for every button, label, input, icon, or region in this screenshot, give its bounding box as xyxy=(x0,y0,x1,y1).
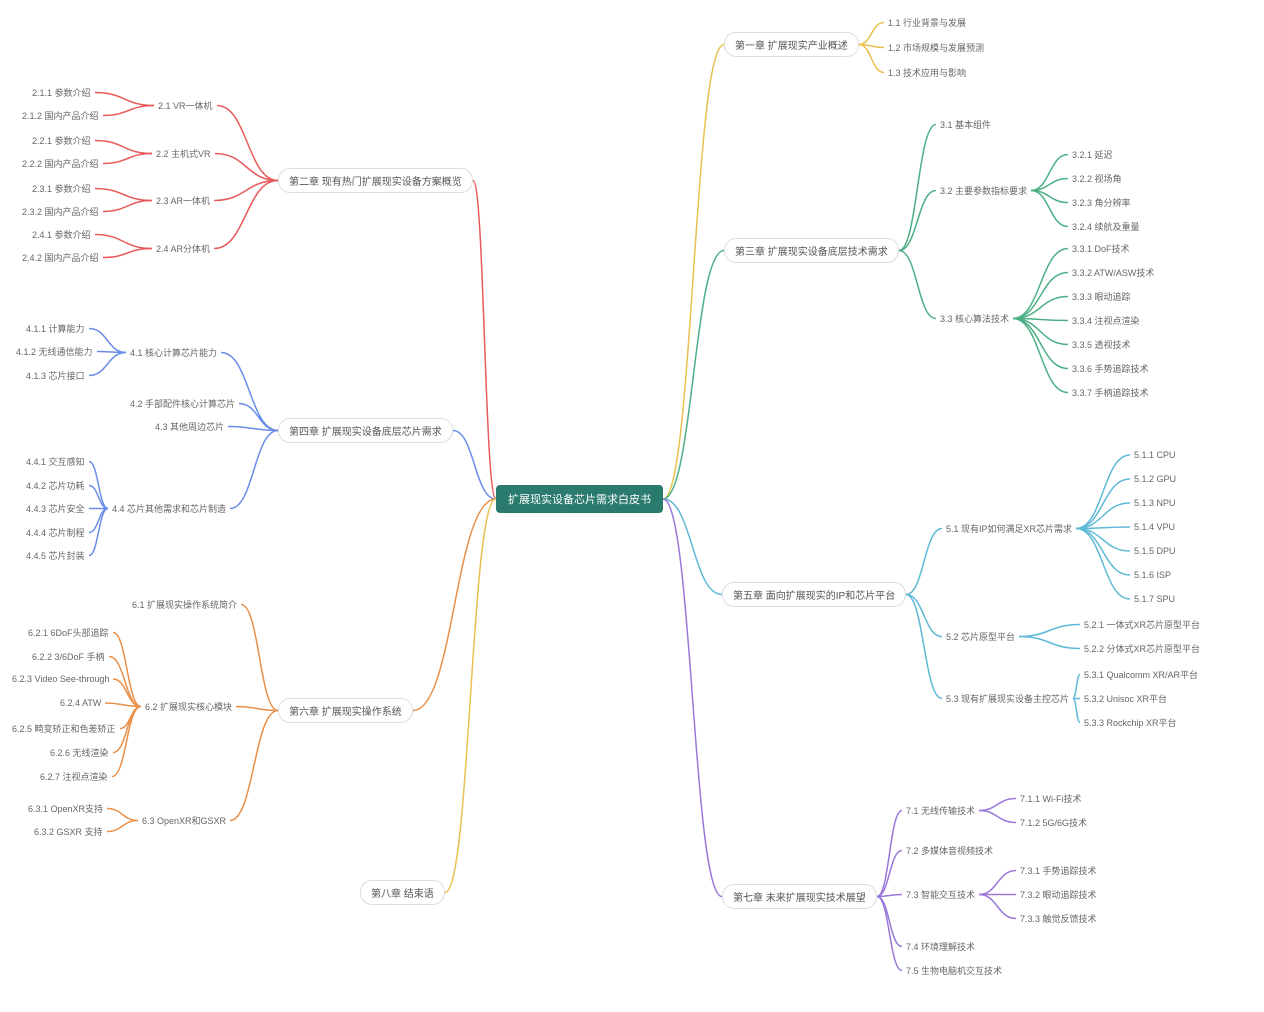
sub-node: 6.3 OpenXR和GSXR xyxy=(138,812,230,829)
sub-node: 1.1 行业背景与发展 xyxy=(884,14,970,31)
leaf-node: 2.4.2 国内产品介绍 xyxy=(18,249,103,266)
leaf-node: 5.1.1 CPU xyxy=(1130,448,1180,462)
leaf-node: 4.4.2 芯片功耗 xyxy=(22,477,89,494)
sub-node: 5.2 芯片原型平台 xyxy=(942,628,1019,645)
leaf-node: 2.1.1 参数介绍 xyxy=(28,84,95,101)
sub-node: 2.4 AR分体机 xyxy=(152,240,214,257)
sub-node: 5.3 现有扩展现实设备主控芯片 xyxy=(942,690,1073,707)
leaf-node: 5.3.1 Qualcomm XR/AR平台 xyxy=(1080,666,1202,683)
chapter-node: 第三章 扩展现实设备底层技术需求 xyxy=(724,238,899,263)
chapter-node: 第四章 扩展现实设备底层芯片需求 xyxy=(278,418,453,443)
leaf-node: 3.3.6 手势追踪技术 xyxy=(1068,360,1153,377)
leaf-node: 6.2.1 6DoF头部追踪 xyxy=(24,624,113,641)
leaf-node: 6.2.2 3/6DoF 手柄 xyxy=(28,648,109,665)
chapter-node: 第八章 结束语 xyxy=(360,880,445,905)
leaf-node: 5.3.3 Rockchip XR平台 xyxy=(1080,714,1181,731)
chapter-node: 第六章 扩展现实操作系统 xyxy=(278,698,413,723)
leaf-node: 2.2.1 参数介绍 xyxy=(28,132,95,149)
sub-node: 3.1 基本组件 xyxy=(936,116,995,133)
leaf-node: 4.4.1 交互感知 xyxy=(22,453,89,470)
leaf-node: 7.1.2 5G/6G技术 xyxy=(1016,814,1091,831)
leaf-node: 3.3.2 ATW/ASW技术 xyxy=(1068,264,1158,281)
sub-node: 6.1 扩展现实操作系统简介 xyxy=(128,596,241,613)
sub-node: 1.3 技术应用与影响 xyxy=(884,64,970,81)
leaf-node: 3.2.3 角分辨率 xyxy=(1068,194,1135,211)
leaf-node: 3.2.1 延迟 xyxy=(1068,146,1117,163)
leaf-node: 3.2.2 视场角 xyxy=(1068,170,1126,187)
leaf-node: 6.3.1 OpenXR支持 xyxy=(24,800,107,817)
leaf-node: 5.3.2 Unisoc XR平台 xyxy=(1080,690,1171,707)
leaf-node: 5.1.7 SPU xyxy=(1130,592,1179,606)
leaf-node: 4.1.2 无线通信能力 xyxy=(12,343,97,360)
leaf-node: 7.3.1 手势追踪技术 xyxy=(1016,862,1101,879)
sub-node: 2.2 主机式VR xyxy=(152,145,215,162)
leaf-node: 2.2.2 国内产品介绍 xyxy=(18,155,103,172)
leaf-node: 6.2.5 畸变矫正和色差矫正 xyxy=(8,720,120,737)
sub-node: 7.3 智能交互技术 xyxy=(902,886,979,903)
leaf-node: 5.1.3 NPU xyxy=(1130,496,1180,510)
sub-node: 6.2 扩展现实核心模块 xyxy=(141,698,236,715)
leaf-node: 7.1.1 Wi-Fi技术 xyxy=(1016,790,1086,807)
leaf-node: 2.4.1 参数介绍 xyxy=(28,226,95,243)
leaf-node: 5.1.4 VPU xyxy=(1130,520,1179,534)
sub-node: 7.2 多媒体音视频技术 xyxy=(902,842,997,859)
chapter-node: 第五章 面向扩展现实的IP和芯片平台 xyxy=(722,582,906,607)
leaf-node: 3.3.3 眼动追踪 xyxy=(1068,288,1135,305)
sub-node: 4.4 芯片其他需求和芯片制造 xyxy=(108,500,230,517)
leaf-node: 3.3.5 透视技术 xyxy=(1068,336,1135,353)
leaf-node: 6.2.7 注视点渲染 xyxy=(36,768,112,785)
sub-node: 2.3 AR一体机 xyxy=(152,192,214,209)
leaf-node: 4.4.5 芯片封装 xyxy=(22,547,89,564)
sub-node: 7.5 生物电脑机交互技术 xyxy=(902,962,1006,979)
sub-node: 2.1 VR一体机 xyxy=(154,97,217,114)
sub-node: 4.2 手部配件核心计算芯片 xyxy=(126,395,239,412)
leaf-node: 6.2.6 无线渲染 xyxy=(46,744,113,761)
sub-node: 1.2 市场规模与发展预测 xyxy=(884,39,988,56)
leaf-node: 4.4.3 芯片安全 xyxy=(22,500,89,517)
leaf-node: 7.3.2 眼动追踪技术 xyxy=(1016,886,1101,903)
leaf-node: 4.1.1 计算能力 xyxy=(22,320,89,337)
leaf-node: 3.3.4 注视点渲染 xyxy=(1068,312,1144,329)
leaf-node: 5.1.6 ISP xyxy=(1130,568,1175,582)
leaf-node: 6.2.4 ATW xyxy=(56,696,105,710)
leaf-node: 6.3.2 GSXR 支持 xyxy=(30,823,107,840)
sub-node: 3.3 核心算法技术 xyxy=(936,310,1013,327)
sub-node: 7.4 环境理解技术 xyxy=(902,938,979,955)
chapter-node: 第二章 现有热门扩展现实设备方案概览 xyxy=(278,168,473,193)
leaf-node: 6.2.3 Video See-through xyxy=(8,672,113,686)
leaf-node: 7.3.3 触觉反馈技术 xyxy=(1016,910,1101,927)
leaf-node: 3.3.7 手柄追踪技术 xyxy=(1068,384,1153,401)
sub-node: 5.1 现有IP如何满足XR芯片需求 xyxy=(942,520,1076,537)
leaf-node: 5.1.2 GPU xyxy=(1130,472,1180,486)
leaf-node: 2.1.2 国内产品介绍 xyxy=(18,107,103,124)
sub-node: 4.1 核心计算芯片能力 xyxy=(126,344,221,361)
leaf-node: 4.4.4 芯片制程 xyxy=(22,524,89,541)
leaf-node: 3.3.1 DoF技术 xyxy=(1068,240,1134,257)
sub-node: 4.3 其他周边芯片 xyxy=(151,418,228,435)
sub-node: 7.1 无线传输技术 xyxy=(902,802,979,819)
leaf-node: 5.2.2 分体式XR芯片原型平台 xyxy=(1080,640,1204,657)
chapter-node: 第七章 未来扩展现实技术展望 xyxy=(722,884,877,909)
root-node: 扩展现实设备芯片需求白皮书 xyxy=(496,485,663,513)
leaf-node: 4.1.3 芯片接口 xyxy=(22,367,89,384)
sub-node: 3.2 主要参数指标要求 xyxy=(936,182,1031,199)
leaf-node: 3.2.4 续航及重量 xyxy=(1068,218,1144,235)
leaf-node: 5.1.5 DPU xyxy=(1130,544,1180,558)
leaf-node: 2.3.1 参数介绍 xyxy=(28,180,95,197)
leaf-node: 2.3.2 国内产品介绍 xyxy=(18,203,103,220)
leaf-node: 5.2.1 一体式XR芯片原型平台 xyxy=(1080,616,1204,633)
chapter-node: 第一章 扩展现实产业概述 xyxy=(724,32,859,57)
